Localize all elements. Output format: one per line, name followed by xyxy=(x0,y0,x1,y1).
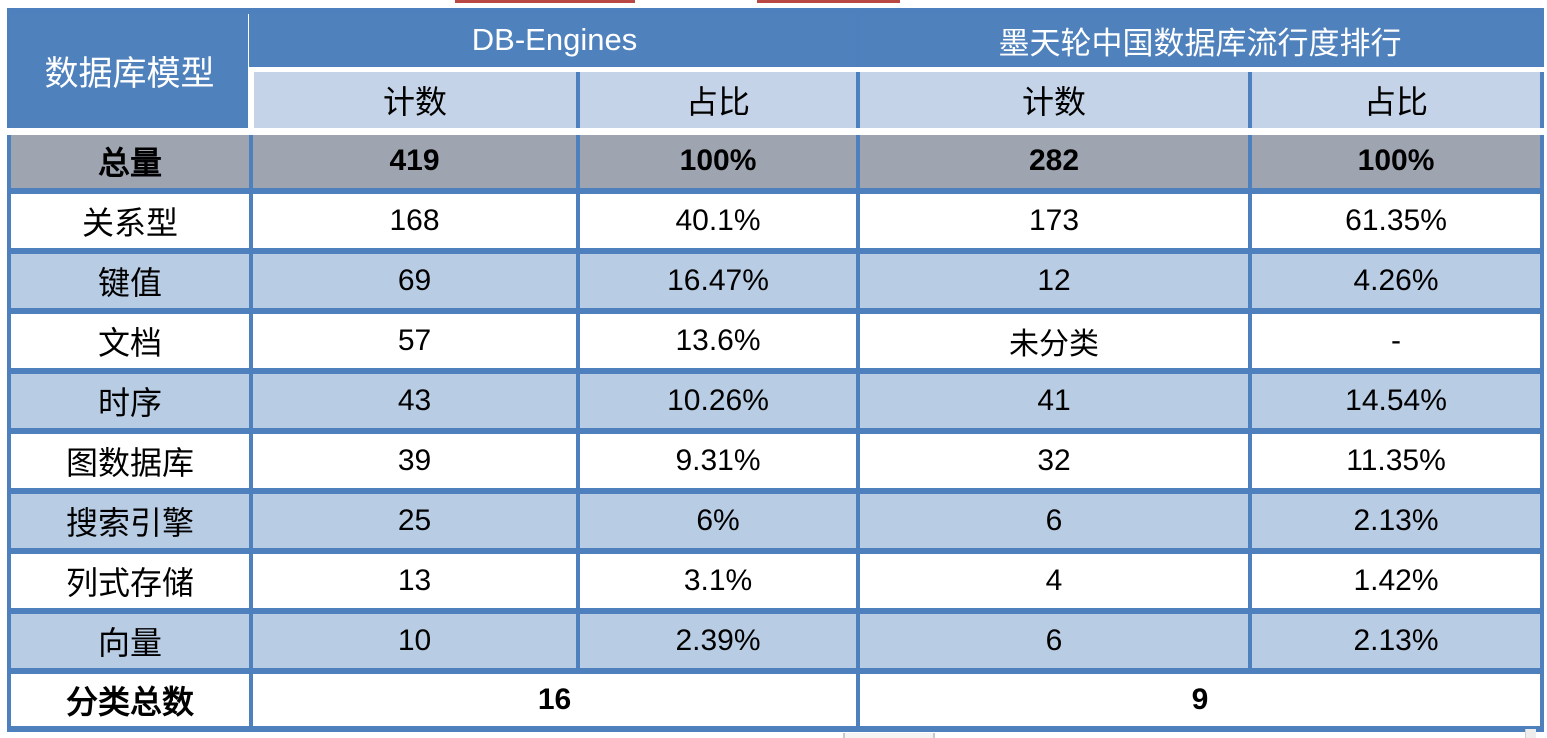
cell-value: 282 xyxy=(856,127,1253,194)
cell-value: 16.47% xyxy=(575,248,861,314)
group-header-motianlun: 墨天轮中国数据库流行度排行 xyxy=(856,8,1545,72)
cell-value: 6 xyxy=(856,488,1253,554)
cell-value: 32 xyxy=(856,428,1253,494)
cell-value: 12 xyxy=(856,248,1253,314)
cell-value: 40.1% xyxy=(575,188,861,254)
group-header-db-engines: DB-Engines xyxy=(248,8,861,72)
cell-value: 16 xyxy=(248,668,861,732)
subheader-count-db: 计数 xyxy=(248,66,580,134)
cell-value: 41 xyxy=(856,368,1253,434)
cell-value: - xyxy=(1248,308,1545,374)
row-label: 文档 xyxy=(7,308,253,374)
group-header-row: 数据库模型 DB-Engines 墨天轮中国数据库流行度排行 xyxy=(7,8,1545,134)
row-label: 分类总数 xyxy=(7,668,253,732)
cell-value: 6 xyxy=(856,608,1253,674)
cell-value: 2.13% xyxy=(1248,488,1545,554)
row-label: 图数据库 xyxy=(7,428,253,494)
cell-value: 1.42% xyxy=(1248,548,1545,614)
table-row: 关系型 168 40.1% 173 61.35% xyxy=(7,188,1545,254)
cell-value: 14.54% xyxy=(1248,368,1545,434)
cell-value: 168 xyxy=(249,188,580,254)
cell-value: 57 xyxy=(249,308,580,374)
row-label: 列式存储 xyxy=(7,548,253,614)
cell-value: 4.26% xyxy=(1248,248,1545,314)
cell-value: 173 xyxy=(856,188,1253,254)
table-row: 列式存储 13 3.1% 4 1.42% xyxy=(7,548,1545,614)
cell-value: 2.39% xyxy=(575,608,861,674)
subheader-share-mt: 占比 xyxy=(1248,66,1545,134)
row-label: 时序 xyxy=(7,368,253,434)
cell-value: 419 xyxy=(249,127,580,194)
table-row: 搜索引擎 25 6% 6 2.13% xyxy=(7,488,1545,554)
table-row: 图数据库 39 9.31% 32 11.35% xyxy=(7,428,1545,494)
cell-value: 6% xyxy=(575,488,861,554)
cell-value: 2.13% xyxy=(1248,608,1545,674)
cell-value: 11.35% xyxy=(1248,428,1545,494)
row-label: 关系型 xyxy=(7,188,253,254)
subheader-count-mt: 计数 xyxy=(856,66,1253,134)
cell-value: 13 xyxy=(249,548,580,614)
cropped-red-underline-artifact xyxy=(455,0,635,3)
row-label: 向量 xyxy=(7,608,253,674)
row-label: 键值 xyxy=(7,248,253,314)
cell-value: 61.35% xyxy=(1248,188,1545,254)
cell-value: 10 xyxy=(249,608,580,674)
database-model-comparison-table: 数据库模型 DB-Engines 墨天轮中国数据库流行度排行 计数 占比 计数 … xyxy=(7,8,1545,732)
cell-value: 10.26% xyxy=(575,368,861,434)
summary-row: 分类总数 16 9 xyxy=(7,668,1545,732)
cell-value: 13.6% xyxy=(575,308,861,374)
row-label: 总量 xyxy=(7,127,253,194)
cell-value: 100% xyxy=(1248,127,1545,194)
table-row: 键值 69 16.47% 12 4.26% xyxy=(7,248,1545,314)
cell-value: 69 xyxy=(249,248,580,314)
total-row: 总量 419 100% 282 100% xyxy=(7,127,1545,194)
cell-value: 43 xyxy=(249,368,580,434)
cell-value: 25 xyxy=(249,488,580,554)
cropped-scrollbar-artifact xyxy=(843,733,935,738)
cell-value: 39 xyxy=(249,428,580,494)
cell-value: 3.1% xyxy=(575,548,861,614)
row-label: 搜索引擎 xyxy=(7,488,253,554)
cell-value: 9 xyxy=(856,668,1545,732)
corner-header-cell: 数据库模型 xyxy=(7,8,253,134)
subheader-share-db: 占比 xyxy=(575,66,861,134)
cell-value: 9.31% xyxy=(575,428,861,494)
cell-value: 未分类 xyxy=(856,308,1253,374)
cell-value: 100% xyxy=(575,127,861,194)
table-row: 向量 10 2.39% 6 2.13% xyxy=(7,608,1545,674)
table-row: 时序 43 10.26% 41 14.54% xyxy=(7,368,1545,434)
table-row: 文档 57 13.6% 未分类 - xyxy=(7,308,1545,374)
cell-value: 4 xyxy=(856,548,1253,614)
subheader-row: 计数 占比 计数 占比 xyxy=(9,66,1545,134)
cropped-corner-artifact xyxy=(1525,729,1536,738)
cropped-red-underline-artifact xyxy=(757,0,900,3)
